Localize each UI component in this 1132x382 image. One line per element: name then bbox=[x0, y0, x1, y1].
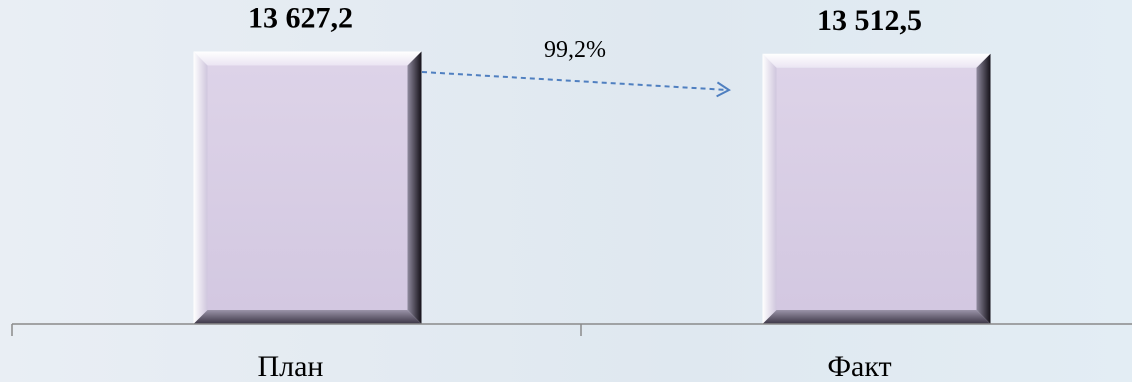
bar-value-label: 13 512,5 bbox=[817, 4, 922, 37]
bar-bevel-left bbox=[193, 51, 208, 325]
x-tick-label: Факт bbox=[827, 350, 891, 382]
bar-bevel-right bbox=[976, 53, 991, 324]
bar-1 bbox=[193, 51, 422, 325]
bar-value-label: 13 627,2 bbox=[248, 1, 353, 34]
tick-labels: План Факт bbox=[257, 350, 891, 382]
change-arrow bbox=[421, 71, 731, 98]
change-label: 99,2% bbox=[544, 37, 606, 63]
bar-bevel-top bbox=[762, 53, 991, 68]
bar-bevel-left bbox=[762, 53, 777, 324]
bar-bevel-bottom bbox=[762, 310, 991, 324]
bar-bevel-right bbox=[407, 51, 422, 325]
bar-bevel-top bbox=[193, 51, 422, 66]
bar-2 bbox=[762, 53, 991, 324]
bar-face bbox=[207, 65, 408, 311]
bars-layer: 13 627,2 13 512,5 bbox=[193, 1, 991, 325]
bar-bevel-bottom bbox=[193, 310, 422, 324]
bar-face bbox=[776, 67, 977, 310]
x-tick-label: План bbox=[257, 350, 323, 382]
